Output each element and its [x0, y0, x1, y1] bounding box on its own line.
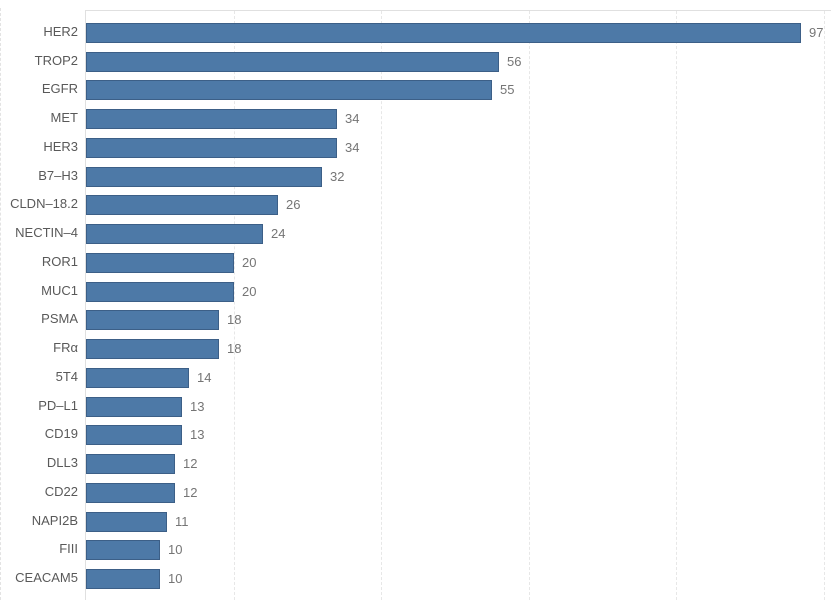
bar [86, 138, 337, 158]
plot-area: 97 56 55 34 34 32 26 24 20 20 18 18 14 13 13 12 12 11 10 10 [85, 10, 831, 600]
category-label: CLDN–18.2 [10, 196, 78, 211]
category-label: HER3 [43, 139, 78, 154]
bar [86, 425, 182, 445]
value-label: 18 [227, 312, 242, 327]
category-label: ROR1 [41, 254, 78, 269]
bar [86, 224, 263, 244]
value-label: 34 [345, 111, 360, 126]
value-label: 18 [227, 341, 242, 356]
category-label: 5T4 [55, 369, 78, 384]
value-label: 34 [345, 140, 360, 155]
bar [86, 310, 219, 330]
category-label: MET [50, 110, 78, 125]
category-label: DLL3 [46, 455, 78, 470]
bar [86, 195, 278, 215]
value-label: 11 [175, 514, 189, 529]
value-label: 12 [183, 456, 198, 471]
category-label: NECTIN–4 [15, 225, 78, 240]
value-label: 10 [168, 571, 183, 586]
gridline-x-40 [381, 11, 382, 600]
gridline-x-100 [824, 11, 825, 600]
category-label: CEACAM5 [15, 570, 78, 585]
category-label: PSMA [41, 311, 78, 326]
category-label: MUC1 [41, 283, 78, 298]
category-label: CD22 [44, 484, 78, 499]
bar [86, 80, 492, 100]
category-label: FRα [53, 340, 78, 355]
value-label: 10 [168, 542, 183, 557]
panel-left-border [0, 8, 1, 600]
bar [86, 23, 801, 43]
value-label: 26 [286, 197, 301, 212]
value-label: 55 [500, 82, 515, 97]
value-label: 12 [183, 485, 198, 500]
value-label: 24 [271, 226, 286, 241]
bar [86, 109, 337, 129]
bar [86, 540, 160, 560]
value-label: 20 [242, 255, 257, 270]
value-label: 13 [190, 427, 205, 442]
gridline-x-80 [676, 11, 677, 600]
category-label: HER2 [43, 24, 78, 39]
category-label: TROP2 [34, 53, 78, 68]
value-label: 20 [242, 284, 257, 299]
gridline-x-20 [234, 11, 235, 600]
bar [86, 282, 234, 302]
value-label: 97 [809, 25, 824, 40]
bar [86, 397, 182, 417]
bar [86, 569, 160, 589]
category-label: EGFR [41, 81, 78, 96]
category-label: PD–L1 [38, 398, 78, 413]
category-label: FIII [59, 541, 78, 556]
category-label: NAPI2B [31, 513, 78, 528]
bar [86, 52, 499, 72]
value-label: 13 [190, 399, 205, 414]
bar [86, 167, 322, 187]
gridline-x-60 [529, 11, 530, 600]
bar [86, 483, 175, 503]
bar [86, 253, 234, 273]
value-label: 56 [507, 54, 522, 69]
value-label: 32 [330, 169, 345, 184]
bar [86, 339, 219, 359]
value-label: 14 [197, 370, 212, 385]
category-label: CD19 [44, 426, 78, 441]
bar [86, 368, 189, 388]
category-label: B7–H3 [38, 168, 78, 183]
bar [86, 512, 167, 532]
bar [86, 454, 175, 474]
